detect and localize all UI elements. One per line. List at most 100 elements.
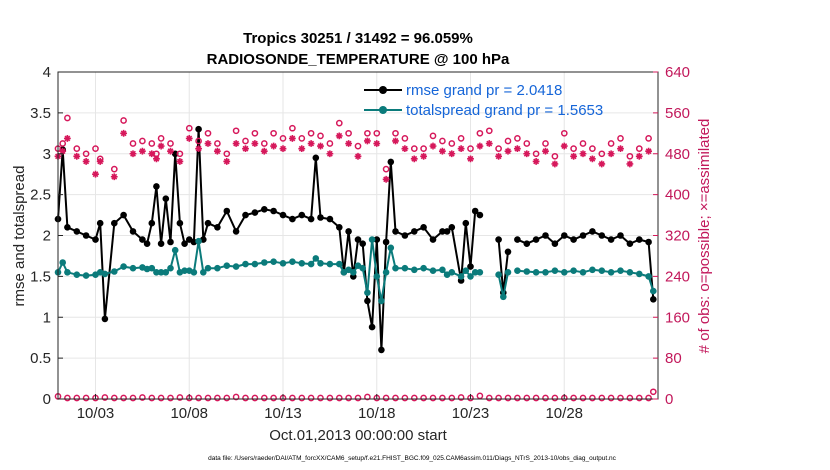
series-0-point [162,195,170,202]
x-tick-label: 10/03 [77,405,115,422]
series-0-point [111,219,118,227]
series-4-marker [649,388,657,396]
series-1-point [462,267,470,275]
series-0-point [289,215,296,223]
series-2-marker [467,145,474,152]
series-4-marker [335,394,343,402]
series-0-point [214,224,221,231]
series-1-point [411,266,418,274]
y-right-tick-label: 240 [665,268,690,285]
series-0-point [223,207,231,215]
series-4-marker [589,394,596,402]
series-3-marker [448,150,456,158]
series-3-marker [373,140,381,147]
legend-rmse-label: rmse grand pr = 2.0418 [406,82,562,99]
series-3-marker [260,147,268,155]
series-1-point [476,269,484,276]
series-1-point [204,264,212,272]
series-1-point [439,266,446,274]
series-2-marker [59,140,67,147]
series-3-marker [560,142,568,150]
series-1-point [242,260,249,268]
series-1-point [312,255,320,262]
series-1-point [171,246,179,254]
series-0-point [181,240,188,247]
series-1-point [378,297,385,305]
series-0-point [523,240,531,247]
series-4-marker [157,394,165,402]
series-1-point [73,271,81,279]
series-1-point [336,260,343,268]
y-tick-label: 3 [43,146,51,163]
series-4-marker [635,394,643,402]
series-3-marker [457,145,465,153]
series-1-point [514,267,521,275]
x-tick-label: 10/18 [358,405,396,422]
series-2-marker [345,129,352,137]
series-3-marker [129,150,137,158]
series-2-marker [382,165,390,173]
chart-title: Tropics 30251 / 31492 = 96.059% [243,30,473,47]
series-1-point [214,264,221,272]
series-1-point [523,268,531,275]
series-2-marker [429,132,437,140]
series-1-point [420,264,427,272]
series-2-marker [560,129,568,137]
y-tick-label: 0 [43,391,51,408]
series-1-point [326,260,334,268]
series-0-point [387,158,395,166]
series-3-marker [607,150,615,158]
series-4-marker [504,394,512,402]
series-4-marker [439,394,446,402]
series-2-marker [645,135,652,142]
series-1-point [167,264,174,272]
series-0-point [598,232,606,239]
series-4-marker [617,394,624,402]
series-2-marker [354,142,362,150]
series-1-point [129,264,137,272]
series-1-point [232,263,240,270]
series-4-marker [176,394,184,401]
series-4-marker [448,394,456,402]
series-4-marker [242,394,249,402]
series-4-marker [64,394,71,402]
series-2-marker [204,129,212,137]
series-3-marker [335,132,343,140]
series-4-marker [289,394,296,402]
series-4-marker [204,394,212,402]
x-tick-label: 10/13 [264,405,302,422]
series-3-marker [363,137,371,145]
series-1-point [289,258,296,266]
series-3-marker [92,170,99,178]
series-1-point [626,269,634,276]
series-3-marker [251,140,259,147]
series-2-marker [139,137,146,145]
series-2-marker [92,145,99,152]
series-0-point [589,228,596,235]
series-2-marker [82,150,90,158]
series-3-marker [195,145,203,153]
series-2-marker [579,140,587,147]
series-2-marker [542,140,549,147]
series-1-point [392,264,399,272]
series-3-marker [485,140,493,147]
series-0-point [92,236,99,243]
series-4-marker [73,394,81,402]
series-layer [54,114,657,402]
chart-subtitle: RADIOSONDE_TEMPERATURE @ 100 hPa [207,51,510,68]
series-1-point [373,273,381,280]
series-1-point [500,293,507,301]
series-2-marker [129,140,137,147]
series-2-marker [570,145,577,152]
series-4-marker [485,394,493,402]
series-0-point [261,206,268,213]
y-tick-label: 0.5 [30,350,51,367]
series-0-point [401,232,409,239]
series-2-marker [195,137,202,145]
series-1-point [429,267,437,275]
series-1-point [298,260,306,267]
series-0-point [317,214,324,221]
series-4-marker [392,394,399,402]
series-3-marker [120,129,128,137]
series-1-point [153,269,160,276]
